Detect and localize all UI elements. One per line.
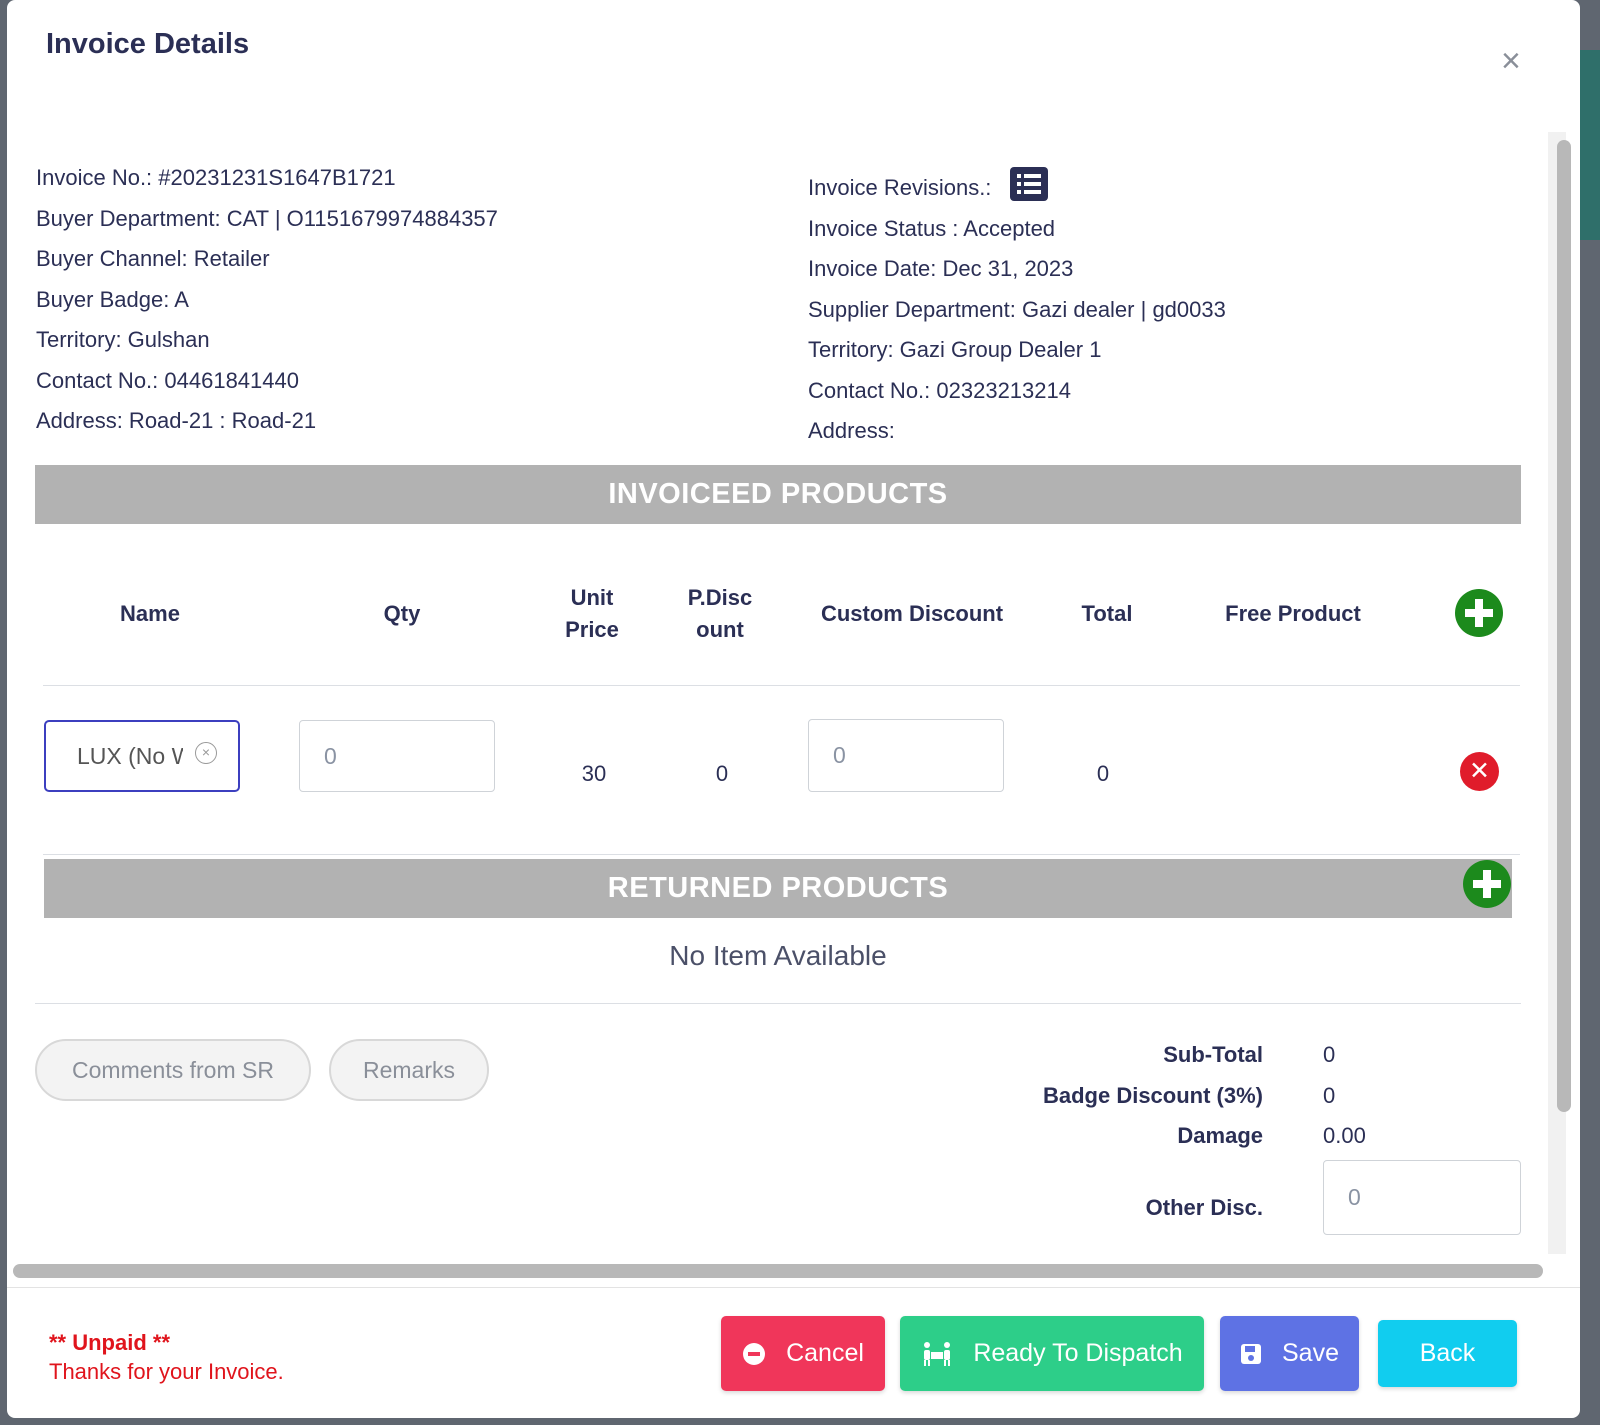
damage-label: Damage	[1177, 1123, 1263, 1148]
qty-input[interactable]: 0	[299, 720, 495, 792]
ready-to-dispatch-label: Ready To Dispatch	[973, 1339, 1183, 1367]
unit-price-line-2: Price	[565, 617, 619, 642]
returned-products-heading: RETURNED PRODUCTS	[44, 859, 1512, 918]
pdiscount-cell: 0	[715, 761, 729, 786]
save-button[interactable]: Save	[1220, 1316, 1359, 1391]
column-header-free-product: Free Product	[1225, 601, 1361, 626]
close-icon[interactable]: ×	[1501, 42, 1521, 80]
invoice-details-modal: Invoice Details × Invoice No.: #20231231…	[7, 0, 1580, 1418]
thanks-message: Thanks for your Invoice.	[49, 1359, 284, 1384]
other-disc-input[interactable]: 0	[1323, 1160, 1521, 1235]
back-button[interactable]: Back	[1378, 1320, 1517, 1387]
payment-status: ** Unpaid **	[49, 1330, 171, 1355]
add-invoiced-product-button[interactable]	[1455, 589, 1503, 637]
product-name-value: LUX (No Weight)	[77, 742, 183, 769]
product-name-select[interactable]: LUX (No Weight) ×	[44, 720, 240, 792]
remove-product-button[interactable]: ✕	[1460, 752, 1499, 791]
people-carry-icon	[921, 1341, 953, 1367]
buyer-address: Address: Road-21 : Road-21	[36, 408, 317, 433]
damage-value: 0.00	[1323, 1123, 1366, 1148]
horizontal-scrollbar[interactable]	[13, 1264, 1543, 1278]
no-item-message: No Item Available	[669, 940, 887, 971]
remarks-button[interactable]: Remarks	[329, 1039, 489, 1101]
section-divider	[35, 1003, 1521, 1004]
invoice-date: Invoice Date: Dec 31, 2023	[808, 256, 1074, 281]
other-disc-placeholder: 0	[1348, 1184, 1361, 1210]
badge-discount-label: Badge Discount (3%)	[1042, 1083, 1263, 1108]
buyer-contact: Contact No.: 04461841440	[36, 367, 299, 393]
add-returned-product-button[interactable]	[1463, 860, 1511, 908]
ready-to-dispatch-button[interactable]: Ready To Dispatch	[900, 1316, 1204, 1391]
row-divider	[43, 854, 1520, 855]
pdiscount-line-1: P.Disc	[687, 585, 753, 610]
invoice-status: Invoice Status : Accepted	[808, 215, 1056, 241]
supplier-contact: Contact No.: 02323213214	[808, 377, 1071, 403]
comments-from-sr-button[interactable]: Comments from SR	[35, 1039, 311, 1101]
column-header-pdiscount: P.Disc ount	[665, 582, 775, 646]
supplier-info: Invoice Revisions.: Invoice Status : Acc…	[808, 167, 1226, 452]
buyer-badge: Buyer Badge: A	[36, 286, 189, 312]
cancel-button[interactable]: Cancel	[721, 1316, 885, 1391]
footer-divider	[7, 1287, 1580, 1288]
buyer-info: Invoice No.: #20231231S1647B1721 Buyer D…	[36, 158, 498, 442]
column-header-name: Name	[120, 601, 180, 626]
custom-discount-input[interactable]: 0	[808, 719, 1004, 792]
supplier-territory: Territory: Gazi Group Dealer 1	[808, 337, 1102, 362]
list-icon[interactable]	[1009, 167, 1048, 202]
qty-value: 0	[324, 742, 337, 769]
column-header-total: Total	[1081, 601, 1133, 626]
cancel-label: Cancel	[786, 1339, 864, 1367]
badge-discount-value: 0	[1323, 1083, 1336, 1108]
save-label: Save	[1282, 1339, 1339, 1367]
invoice-number: Invoice No.: #20231231S1647B1721	[36, 165, 396, 190]
column-header-custom-discount: Custom Discount	[820, 601, 1004, 626]
modal-title: Invoice Details	[46, 28, 250, 60]
invoice-revisions-row: Invoice Revisions.:	[808, 167, 1226, 209]
minus-circle-icon	[742, 1342, 766, 1366]
buyer-channel: Buyer Channel: Retailer	[36, 246, 270, 271]
buyer-territory: Territory: Gulshan	[36, 327, 210, 352]
pdiscount-line-2: ount	[696, 617, 744, 642]
total-cell: 0	[1096, 761, 1110, 786]
supplier-address: Address:	[808, 418, 895, 443]
column-header-unit-price: Unit Price	[537, 582, 647, 646]
invoiced-products-heading: INVOICEED PRODUCTS	[35, 465, 1521, 524]
other-disc-label: Other Disc.	[1145, 1195, 1263, 1220]
unit-price-line-1: Unit	[570, 585, 614, 610]
column-header-qty: Qty	[383, 601, 421, 626]
header-divider	[43, 685, 1520, 686]
buyer-department: Buyer Department: CAT | O115167997488435…	[36, 205, 498, 231]
subtotal-value: 0	[1323, 1042, 1336, 1067]
floppy-disk-icon	[1240, 1343, 1262, 1365]
invoice-revisions-label: Invoice Revisions.:	[808, 175, 992, 200]
supplier-department: Supplier Department: Gazi dealer | gd003…	[808, 296, 1226, 322]
unit-price-cell: 30	[581, 761, 607, 786]
vertical-scrollbar[interactable]	[1557, 140, 1571, 1112]
custom-discount-value: 0	[833, 742, 846, 768]
subtotal-label: Sub-Total	[1163, 1042, 1263, 1067]
clear-selection-icon[interactable]: ×	[195, 742, 217, 764]
